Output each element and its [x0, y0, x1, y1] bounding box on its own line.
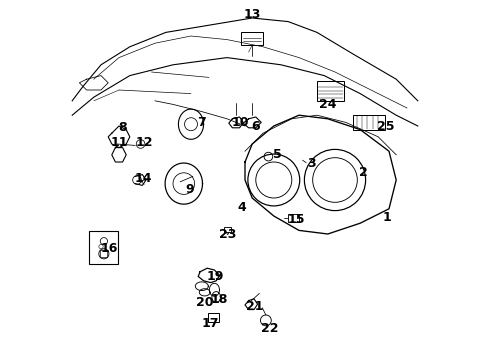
Text: 16: 16 — [100, 242, 118, 255]
Text: 24: 24 — [319, 98, 337, 111]
Text: 22: 22 — [261, 322, 278, 335]
Text: 14: 14 — [135, 172, 152, 185]
Text: 15: 15 — [287, 213, 305, 226]
Text: 20: 20 — [196, 296, 214, 309]
Text: 10: 10 — [232, 116, 249, 129]
Text: 21: 21 — [246, 300, 264, 313]
Bar — [90, 231, 118, 264]
Text: 7: 7 — [197, 116, 206, 129]
Text: 1: 1 — [383, 211, 392, 224]
Text: 11: 11 — [110, 136, 128, 149]
Text: 2: 2 — [360, 166, 368, 179]
Bar — [100, 250, 107, 257]
Text: 9: 9 — [185, 183, 194, 195]
Bar — [353, 115, 386, 130]
Bar — [288, 214, 299, 222]
Text: 17: 17 — [202, 317, 220, 330]
Bar — [224, 227, 231, 232]
Bar — [317, 81, 344, 101]
Bar — [208, 313, 219, 322]
Text: 5: 5 — [273, 148, 282, 161]
Text: 3: 3 — [307, 157, 316, 170]
Text: 13: 13 — [244, 8, 261, 21]
Text: 4: 4 — [237, 201, 246, 213]
Text: 19: 19 — [206, 270, 223, 283]
Text: 18: 18 — [210, 293, 228, 306]
Text: 25: 25 — [377, 120, 394, 132]
Text: 8: 8 — [118, 121, 127, 134]
Bar — [242, 32, 263, 45]
Text: 6: 6 — [251, 120, 260, 132]
Text: 12: 12 — [135, 136, 153, 149]
Text: 23: 23 — [219, 228, 236, 240]
